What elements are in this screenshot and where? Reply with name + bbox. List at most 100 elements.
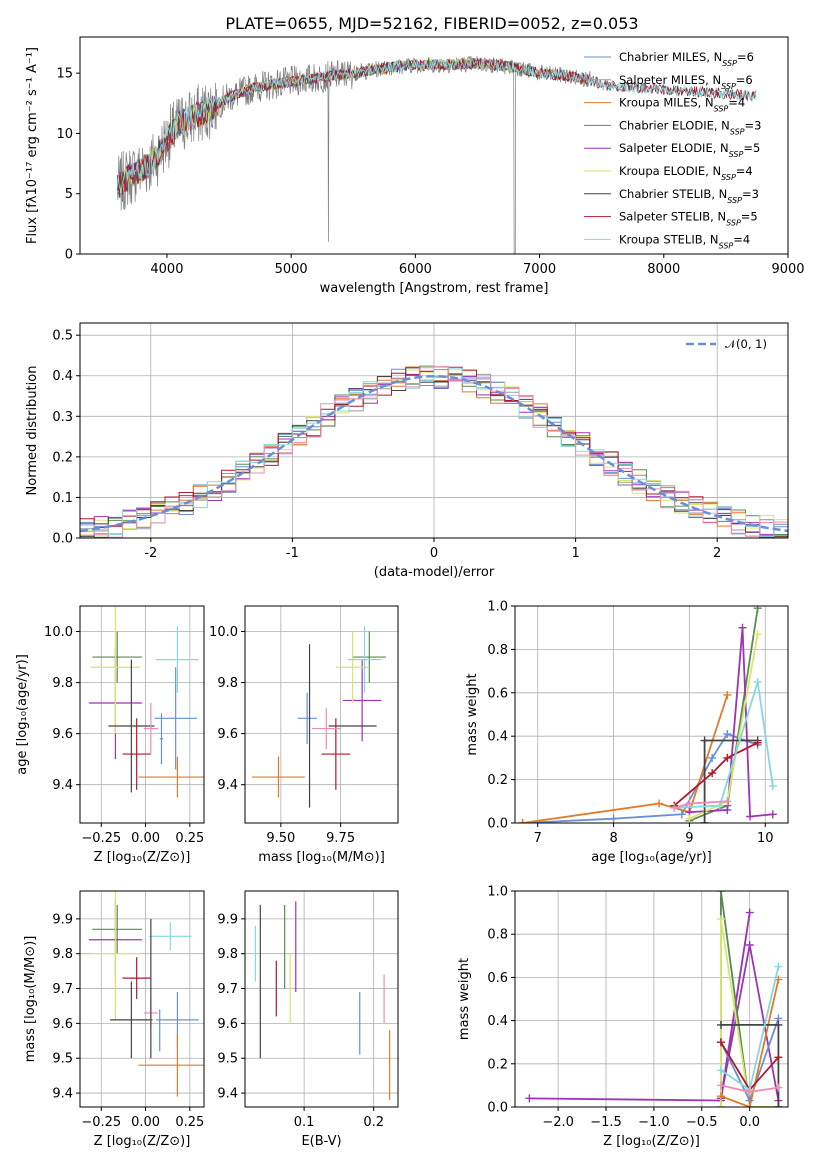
mass-weight-marker: [518, 819, 527, 823]
mass-weight-marker: [723, 753, 732, 762]
axes-frame: [244, 605, 399, 824]
axes-frame: [79, 36, 789, 255]
legend-entry: 𝒩(0, 1): [725, 337, 767, 351]
mass-weight-line: [720, 918, 779, 1107]
mass-vs-metallicity-panel: −0.25 0.00 0.25 9.4 9.5 9.6 9.7 9.8 9.9 Z [log₁₀(…: [23, 890, 205, 1149]
legend-entry: Salpeter ELODIE, NSSP=5: [619, 141, 760, 159]
y-axis-label: mass weight: [465, 673, 480, 755]
y-tick-label: 9.4: [52, 1087, 73, 1102]
legend-entry: Chabrier STELIB, NSSP=3: [619, 187, 759, 205]
y-tick-label: 0.5: [52, 329, 73, 344]
x-tick-label: 0: [430, 546, 438, 561]
y-tick-label: 0.4: [487, 730, 508, 745]
mass-weight-line: [689, 627, 773, 818]
y-tick-label: 9.5: [217, 1052, 238, 1067]
mass-weight-marker: [745, 1103, 754, 1107]
y-axis-label: Flux [fλ10⁻¹⁷ erg cm⁻² s⁻¹ A⁻¹]: [25, 47, 40, 244]
mass-weight-marker: [716, 1038, 725, 1047]
x-tick-label: 5000: [275, 262, 308, 277]
axes-frame: [514, 890, 789, 1108]
mass-weight-marker: [774, 962, 783, 971]
x-tick-label: 0.00: [131, 1115, 160, 1130]
x-tick-label: 6000: [399, 262, 432, 277]
x-axis-label: wavelength [Angstrom, rest frame]: [320, 281, 549, 296]
mass-weight-marker: [716, 1103, 725, 1107]
mass-weight-marker: [685, 814, 694, 823]
y-tick-label: 10.0: [209, 625, 238, 640]
y-tick-label: 0.0: [487, 1101, 508, 1116]
x-tick-label: 9: [685, 831, 693, 846]
x-tick-label: 7000: [523, 262, 556, 277]
x-axis-label: mass [log₁₀(M/M⊙)]: [258, 850, 385, 865]
x-tick-label: 0.2: [363, 1115, 384, 1130]
y-tick-label: 0: [65, 248, 73, 263]
mass-weight-vs-age-panel: 7 8 9 10 0.0 0.2 0.4 0.6 0.8 1.0 age [log₁₀(age/yr…: [465, 600, 789, 865]
y-axis-label: mass weight: [457, 958, 472, 1040]
x-axis-label: age [log₁₀(age/yr)]: [591, 850, 712, 865]
mass-weight-marker: [774, 1083, 783, 1092]
normal-distribution-curve: [80, 374, 788, 533]
mass-weight-marker: [700, 736, 709, 745]
mass-weight-marker: [746, 812, 755, 821]
y-tick-label: 9.8: [217, 676, 238, 691]
x-tick-label: 9.75: [326, 831, 355, 846]
y-tick-label: 9.6: [217, 1017, 238, 1032]
mass-weight-marker: [768, 810, 777, 819]
y-tick-label: 9.4: [217, 778, 238, 793]
y-tick-label: 9.8: [52, 676, 73, 691]
mass-weight-marker: [700, 819, 709, 823]
x-tick-label: 8: [609, 831, 617, 846]
legend-entry: Kroupa MILES, NSSP=4: [619, 96, 745, 114]
x-tick-label: 7: [534, 831, 542, 846]
mass-vs-extinction-panel: 0.1 0.2 9.4 9.5 9.6 9.7 9.8 9.9 E(B-V): [217, 890, 399, 1149]
mass-weight-vs-metallicity-panel: −2.0 −1.5 −1.0 −0.5 0.0 0.0 0.2 0.4 0.6 0.8 1.0 Z […: [457, 885, 789, 1149]
legend-entry: Salpeter STELIB, NSSP=5: [619, 210, 758, 228]
x-tick-label: 4000: [150, 262, 183, 277]
legend-entry: Salpeter MILES, NSSP=6: [619, 73, 753, 91]
mass-weight-marker: [685, 799, 694, 808]
mass-weight-marker: [774, 1020, 783, 1029]
y-tick-label: 9.8: [52, 947, 73, 962]
model-spectrum-line: [116, 58, 757, 193]
y-tick-label: 15: [56, 67, 73, 82]
mass-weight-marker: [716, 1020, 725, 1029]
x-tick-label: 0.0: [739, 1115, 760, 1130]
y-tick-label: 0.4: [52, 369, 73, 384]
mass-weight-marker: [716, 1066, 725, 1075]
y-tick-label: 0.1: [52, 491, 73, 506]
x-tick-label: 0.1: [294, 1115, 315, 1130]
plot-area: [254, 901, 391, 1101]
y-tick-label: 10.0: [44, 625, 73, 640]
y-tick-label: 0.2: [487, 1057, 508, 1072]
plot-area: [252, 626, 387, 808]
y-tick-label: 9.7: [217, 982, 238, 997]
y-tick-label: 1.0: [487, 600, 508, 615]
y-tick-label: 9.5: [52, 1052, 73, 1067]
x-tick-label: 0.25: [175, 1115, 204, 1130]
legend-entry: Chabrier MILES, NSSP=6: [619, 50, 754, 68]
axes-frame: [514, 605, 789, 824]
y-tick-label: 0.2: [52, 450, 73, 465]
mass-weight-marker: [723, 805, 732, 814]
plot-area: [525, 891, 783, 1107]
mass-weight-marker: [609, 814, 618, 823]
x-tick-label: 9000: [771, 262, 804, 277]
x-axis-label: E(B-V): [301, 1134, 341, 1149]
x-tick-label: −1.5: [590, 1115, 622, 1130]
mass-weight-marker: [753, 606, 762, 613]
legend-entry: Kroupa STELIB, NSSP=4: [619, 232, 750, 250]
mass-weight-marker: [716, 915, 725, 924]
x-tick-label: 2: [713, 546, 721, 561]
mass-weight-marker: [745, 941, 754, 949]
residual-histogram-panel: -2 -1 0 1 2 0.0 0.1 0.2 0.3 0.4 0.5 (data-model)/er…: [25, 322, 789, 580]
plot-area: [518, 606, 777, 823]
x-axis-label: (data-model)/error: [374, 565, 495, 580]
mass-weight-marker: [655, 799, 664, 808]
mass-weight-line: [674, 681, 774, 809]
mass-weight-marker: [753, 677, 762, 686]
mass-weight-marker: [774, 1103, 783, 1107]
y-tick-label: 9.7: [52, 982, 73, 997]
spectrum-panel: 4000 5000 6000 7000 8000 9000 0 5 10 15 wavelength…: [25, 36, 805, 296]
observed-spectrum-line: [116, 56, 593, 254]
y-axis-label: age [log₁₀(age/yr)]: [15, 654, 30, 775]
